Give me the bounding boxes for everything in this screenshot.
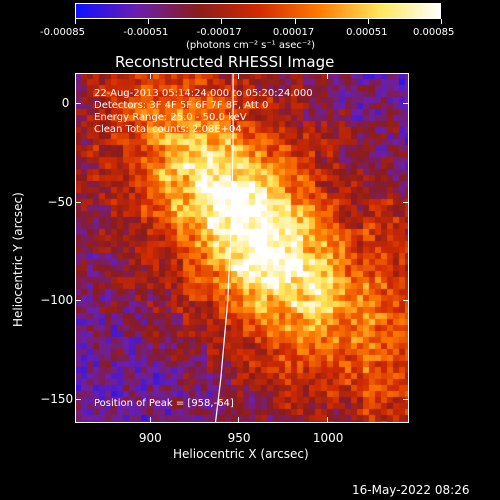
colorbar-unit-label: (photons cm⁻² s⁻¹ asec⁻²) [186, 40, 316, 51]
colorbar-gradient [75, 3, 441, 19]
clean-counts-text: Clean Total counts: 2.08E+04 [94, 124, 242, 135]
y-tick-mark [403, 201, 409, 203]
peak-position-text: Position of Peak = [958,-64] [94, 398, 234, 409]
y-tick-label: 0 [61, 95, 70, 110]
heatmap-image [75, 73, 409, 423]
y-tick-mark [403, 102, 409, 104]
y-tick-mark [403, 399, 409, 401]
colorbar-tick-label: -0.00085 [40, 27, 85, 38]
footer-date: 16-May-2022 08:26 [352, 483, 470, 497]
colorbar-tick-mark [221, 19, 223, 24]
time-range-text: 22-Aug-2013 05:14:24.000 to 05:20:24.000 [94, 88, 313, 99]
solar-limb-line [214, 73, 234, 423]
energy-range-text: Energy Range: 25.0 - 50.0 keV [94, 112, 247, 123]
x-tick-mark [149, 417, 151, 423]
x-tick-mark [238, 417, 240, 423]
x-tick-mark [327, 73, 329, 79]
x-tick-mark [327, 417, 329, 423]
x-tick-label: 900 [138, 431, 162, 445]
y-tick-label: −50 [47, 194, 73, 209]
x-tick-label: 950 [227, 431, 251, 445]
y-tick-mark [403, 300, 409, 302]
y-tick-mark [75, 300, 81, 302]
colorbar-tick-mark [148, 19, 150, 24]
chart-title: Reconstructed RHESSI Image [115, 53, 335, 71]
colorbar-tick-mark [441, 19, 442, 24]
colorbar-tick-mark [367, 19, 369, 24]
colorbar-tick-label: -0.00051 [123, 27, 169, 38]
detectors-text: Detectors: 3F 4F 5F 6F 7F 8F, Att 0 [94, 100, 269, 111]
y-axis-label: Heliocentric Y (arcsec) [11, 192, 25, 327]
colorbar-tick-mark [294, 19, 296, 24]
y-tick-mark [75, 399, 81, 401]
x-axis-label: Heliocentric X (arcsec) [173, 447, 309, 461]
y-tick-label: −150 [40, 392, 74, 407]
limb-curve-layer [214, 73, 234, 423]
colorbar-tick-label: 0.00017 [272, 27, 315, 38]
colorbar-tick-mark [75, 19, 76, 24]
colorbar-tick-label: 0.00085 [413, 27, 455, 38]
colorbar-tick-label: -0.00017 [196, 27, 242, 38]
colorbar-tick-label: 0.00051 [346, 27, 388, 38]
y-tick-mark [75, 102, 81, 104]
y-tick-label: −100 [40, 293, 74, 308]
x-tick-label: 1000 [312, 431, 344, 445]
x-tick-mark [149, 73, 151, 79]
y-tick-mark [75, 201, 81, 203]
x-tick-mark [238, 73, 240, 79]
